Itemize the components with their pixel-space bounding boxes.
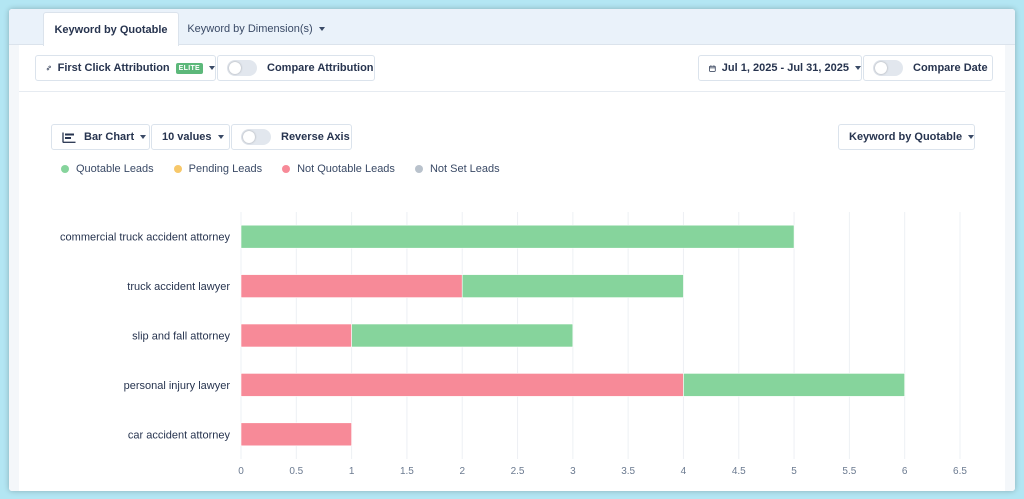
x-tick-label: 6 bbox=[902, 466, 908, 477]
legend-label: Quotable Leads bbox=[76, 163, 154, 175]
x-tick-label: 0.5 bbox=[289, 466, 303, 477]
bar-segment[interactable] bbox=[683, 373, 905, 397]
attribution-dropdown[interactable]: First Click Attribution ELITE bbox=[35, 55, 216, 81]
x-tick-label: 5.5 bbox=[842, 466, 856, 477]
y-category-label: slip and fall attorney bbox=[132, 331, 230, 343]
toggle-switch[interactable] bbox=[227, 60, 257, 76]
legend-label: Not Set Leads bbox=[429, 163, 500, 175]
legend-swatch bbox=[61, 165, 69, 173]
x-tick-label: 2.5 bbox=[511, 466, 525, 477]
values-count-label: 10 values bbox=[162, 131, 212, 143]
tab-keyword-by-dimensions[interactable]: Keyword by Dimension(s) bbox=[181, 12, 331, 46]
x-tick-label: 6.5 bbox=[953, 466, 967, 477]
values-count-dropdown[interactable]: 10 values bbox=[151, 124, 230, 150]
chevron-down-icon bbox=[855, 66, 861, 70]
bar-segment[interactable] bbox=[240, 373, 684, 397]
bar-segment[interactable] bbox=[240, 323, 352, 348]
legend-swatch bbox=[282, 165, 291, 173]
compare-date-label: Compare Date bbox=[913, 62, 988, 74]
x-tick-label: 1 bbox=[349, 466, 355, 477]
legend-label: Not Quotable Leads bbox=[297, 163, 395, 175]
attribution-label: First Click Attribution bbox=[57, 62, 170, 74]
y-category-label: truck accident lawyer bbox=[127, 281, 230, 293]
chevron-down-icon bbox=[217, 135, 224, 139]
x-tick-label: 4 bbox=[681, 466, 687, 477]
x-tick-label: 0 bbox=[238, 466, 244, 477]
calendar-icon bbox=[709, 64, 716, 72]
tab-bar: Keyword by Quotable Keyword by Dimension… bbox=[9, 9, 1015, 46]
chevron-down-icon bbox=[140, 135, 147, 139]
compare-date-toggle[interactable]: Compare Date bbox=[863, 55, 993, 81]
legend-swatch bbox=[414, 165, 423, 173]
left-gutter bbox=[9, 45, 19, 491]
x-tick-label: 4.5 bbox=[732, 466, 746, 477]
y-category-label: car accident attorney bbox=[128, 429, 231, 441]
bar-segment[interactable] bbox=[351, 323, 574, 348]
chart-legend: Quotable Leads Pending Leads Not Quotabl… bbox=[61, 163, 520, 175]
legend-swatch bbox=[173, 165, 182, 173]
legend-item-quotable[interactable]: Quotable Leads bbox=[61, 163, 154, 175]
date-range-picker[interactable]: Jul 1, 2025 - Jul 31, 2025 bbox=[698, 55, 862, 81]
y-category-label: commercial truck accident attorney bbox=[60, 232, 230, 244]
bar-chart: 0 0.5 1 1.5 2 2.5 3 3.5 4 4.5 5 5.5 6 6.5 commercial t… bbox=[60, 212, 967, 477]
group-by-label: Keyword by Quotable bbox=[849, 131, 963, 143]
chevron-down-icon bbox=[209, 66, 215, 70]
legend-item-not-set[interactable]: Not Set Leads bbox=[414, 163, 500, 175]
reverse-axis-label: Reverse Axis bbox=[281, 131, 350, 143]
bar-segment[interactable] bbox=[461, 274, 684, 298]
x-tick-label: 5 bbox=[791, 466, 797, 477]
compare-attribution-label: Compare Attribution bbox=[267, 62, 374, 74]
legend-label: Pending Leads bbox=[188, 163, 263, 175]
y-category-label: personal injury lawyer bbox=[124, 380, 231, 392]
chevron-down-icon bbox=[318, 27, 325, 31]
tab-label: Keyword by Quotable bbox=[54, 23, 168, 36]
compare-attribution-toggle[interactable]: Compare Attribution bbox=[217, 55, 375, 81]
x-tick-label: 2 bbox=[459, 466, 465, 477]
tab-keyword-by-quotable[interactable]: Keyword by Quotable bbox=[43, 12, 179, 46]
toggle-switch[interactable] bbox=[873, 60, 903, 76]
bar-segment[interactable] bbox=[240, 274, 463, 298]
tab-label: Keyword by Dimension(s) bbox=[187, 23, 313, 35]
bar-segment[interactable] bbox=[240, 224, 795, 249]
link-icon bbox=[46, 65, 51, 71]
x-tick-label: 3 bbox=[570, 466, 576, 477]
right-gutter bbox=[1005, 45, 1015, 491]
x-tick-label: 3.5 bbox=[621, 466, 635, 477]
bar-segment[interactable] bbox=[240, 422, 352, 447]
elite-badge: ELITE bbox=[175, 62, 203, 74]
chart-type-dropdown[interactable]: Bar Chart bbox=[51, 124, 150, 150]
toolbar-divider bbox=[19, 91, 1005, 92]
chevron-down-icon bbox=[968, 135, 975, 139]
date-range-label: Jul 1, 2025 - Jul 31, 2025 bbox=[721, 62, 849, 74]
legend-item-not-quotable[interactable]: Not Quotable Leads bbox=[282, 163, 395, 175]
reverse-axis-toggle[interactable]: Reverse Axis bbox=[231, 124, 352, 150]
x-tick-label: 1.5 bbox=[400, 466, 414, 477]
bar-chart-icon bbox=[62, 132, 76, 143]
report-panel: Keyword by Quotable Keyword by Dimension… bbox=[9, 9, 1015, 491]
toggle-switch[interactable] bbox=[241, 129, 271, 145]
chart-type-label: Bar Chart bbox=[84, 131, 135, 143]
legend-item-pending[interactable]: Pending Leads bbox=[173, 163, 263, 175]
group-by-dropdown[interactable]: Keyword by Quotable bbox=[838, 124, 975, 150]
